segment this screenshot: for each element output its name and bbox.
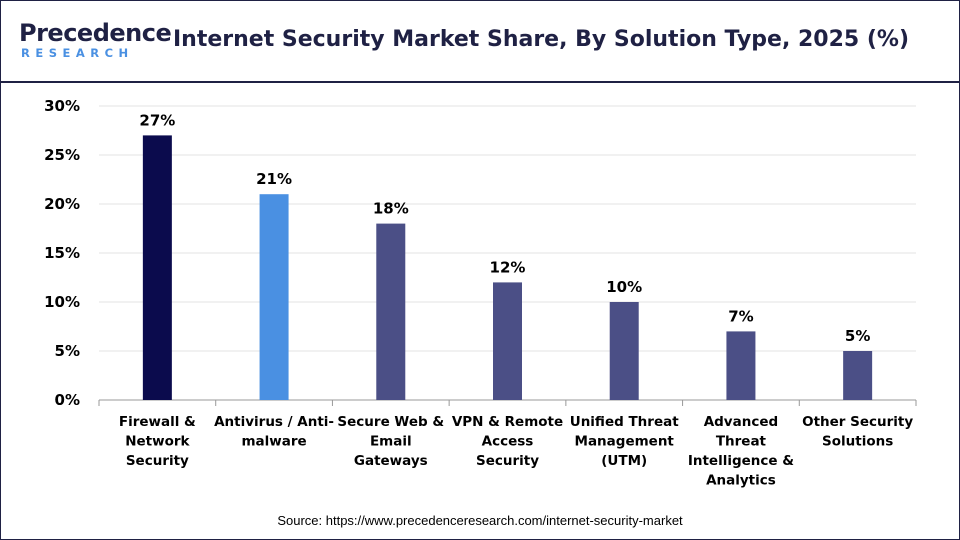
source-note: Source: https://www.precedenceresearch.c…: [277, 513, 683, 528]
category-label: Solutions: [822, 434, 893, 450]
category-label: Analytics: [706, 473, 776, 489]
category-label: VPN & Remote: [452, 414, 563, 430]
category-label: Other Security: [802, 414, 913, 430]
y-tick-label: 10%: [44, 293, 80, 311]
data-label: 27%: [139, 111, 175, 129]
bar: [726, 331, 756, 400]
category-label: Threat: [716, 434, 767, 450]
data-label: 5%: [845, 327, 870, 345]
logo-subtitle: RESEARCH: [21, 46, 134, 60]
bar: [609, 302, 639, 400]
y-tick-label: 15%: [44, 244, 80, 262]
category-label: Firewall &: [119, 414, 196, 430]
data-label: 7%: [728, 307, 753, 325]
category-label: Network: [125, 434, 190, 450]
category-label: (UTM): [601, 453, 647, 469]
category-label: Gateways: [354, 453, 428, 469]
precedence-research-logo: Precedence RESEARCH: [19, 19, 172, 63]
category-label: Antivirus / Anti-: [214, 414, 334, 430]
y-tick-label: 30%: [44, 97, 80, 115]
category-label: Email: [370, 434, 412, 450]
bar: [843, 351, 873, 400]
bar-chart: 0% 5% 10% 15% 20% 25% 30% 27% Firewall & Network S…: [44, 97, 917, 489]
bar: [376, 223, 406, 400]
y-tick-label: 20%: [44, 195, 80, 213]
category-label: Security: [126, 453, 189, 469]
header: Precedence RESEARCH Internet Security Ma…: [1, 1, 959, 81]
data-label: 10%: [606, 278, 642, 296]
category-label: Access: [482, 434, 534, 450]
data-label: 12%: [490, 258, 526, 276]
data-label: 18%: [373, 200, 409, 218]
category-label: Security: [476, 453, 539, 469]
category-label: Advanced: [704, 414, 778, 430]
category-label: malware: [241, 434, 306, 450]
bar: [493, 282, 522, 400]
category-label: Unified Threat: [570, 414, 679, 430]
category-label: Secure Web &: [337, 414, 444, 430]
y-tick-label: 5%: [55, 342, 80, 360]
y-tick-label: 0%: [55, 391, 80, 409]
category-label: Management: [575, 434, 675, 450]
bar: [142, 135, 172, 400]
bar: [259, 194, 289, 400]
category-label: Intelligence &: [688, 453, 794, 469]
logo-wordmark: Precedence: [19, 19, 172, 47]
header-divider: [1, 81, 959, 83]
chart-title: Internet Security Market Share, By Solut…: [172, 27, 910, 52]
data-label: 21%: [256, 170, 292, 188]
y-tick-label: 25%: [44, 146, 80, 164]
